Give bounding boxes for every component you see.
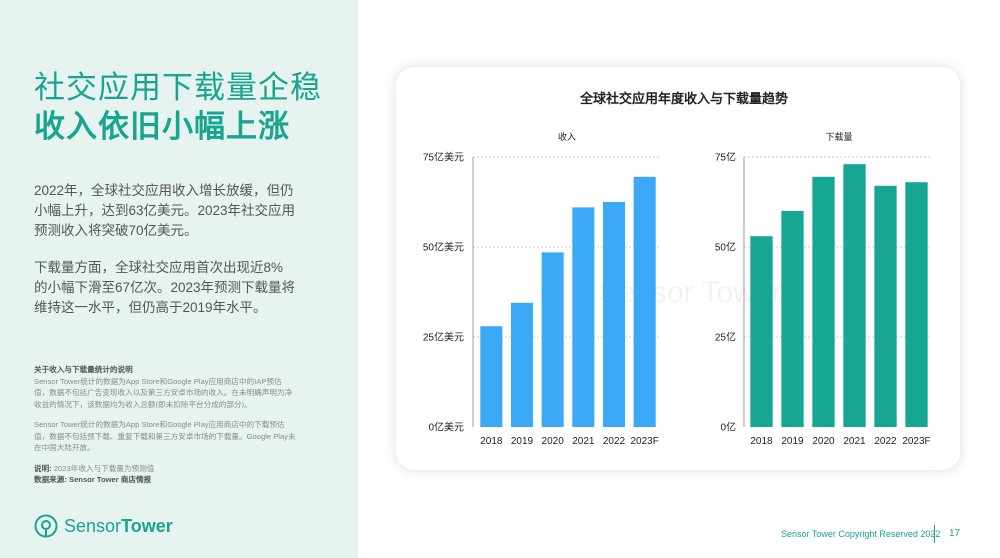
bar xyxy=(480,326,503,427)
y-tick-label: 75亿美元 xyxy=(423,151,464,164)
bar xyxy=(843,164,866,427)
page-title-line1: 社交应用下载量企稳 xyxy=(34,70,322,105)
bar xyxy=(750,236,773,427)
x-tick-label: 2018 xyxy=(750,436,773,447)
footer-copyright: Sensor Tower Copyright Reserved 2022 xyxy=(781,529,941,539)
bar xyxy=(602,202,626,427)
summary-paragraph-revenue: 2022年，全球社交应用收入增长放缓，但仍小幅上升，达到63亿美元。2023年社… xyxy=(34,183,296,238)
x-tick-label: 2019 xyxy=(511,436,534,447)
data-source: 数据来源: Sensor Tower 商店情报 xyxy=(34,475,152,484)
bar xyxy=(633,176,656,427)
left-panel xyxy=(0,0,358,558)
x-tick-label: 2020 xyxy=(542,436,565,447)
y-tick-label: 0亿 xyxy=(720,421,736,434)
x-tick-label: 2023F xyxy=(902,436,930,447)
x-tick-label: 2021 xyxy=(843,436,866,447)
page-number: 17 xyxy=(949,528,961,539)
bar xyxy=(874,185,897,427)
y-tick-label: 25亿美元 xyxy=(423,331,464,344)
bar xyxy=(905,182,928,427)
forecast-note: 说明: 2023年收入与下载量为预测值 xyxy=(34,463,296,475)
logo-wordmark: SensorTower xyxy=(64,515,173,536)
notes-revenue-text: Sensor Tower统计的数据为App Store和Google Play应… xyxy=(34,376,293,409)
x-tick-label: 2019 xyxy=(781,436,804,447)
y-tick-label: 25亿 xyxy=(715,331,736,344)
page-title-line2: 收入依旧小幅上涨 xyxy=(34,109,290,144)
x-tick-label: 2022 xyxy=(603,436,626,447)
y-tick-label: 75亿 xyxy=(715,151,736,164)
notes-title: 关于收入与下载量统计的说明 xyxy=(34,365,133,374)
footer-divider xyxy=(934,525,935,543)
y-tick-label: 0亿美元 xyxy=(428,421,464,434)
sensor-tower-logo-icon xyxy=(34,514,58,538)
bar xyxy=(541,252,564,427)
y-tick-label: 50亿 xyxy=(715,241,736,254)
panel-title: 下载量 xyxy=(825,131,852,142)
panel-title: 收入 xyxy=(558,131,576,142)
forecast-note-label: 说明: xyxy=(34,463,52,473)
x-tick-label: 2021 xyxy=(572,436,595,447)
notes-downloads-text: Sensor Tower统计的数据为App Store和Google Play应… xyxy=(34,420,296,452)
x-tick-label: 2018 xyxy=(480,436,503,447)
sensor-tower-logo: SensorTower xyxy=(34,514,173,538)
chart-title: 全球社交应用年度收入与下载量趋势 xyxy=(580,91,789,106)
x-tick-label: 2023F xyxy=(630,436,658,447)
x-tick-label: 2020 xyxy=(812,436,835,447)
bar xyxy=(781,211,804,427)
bar xyxy=(812,176,835,427)
bar xyxy=(510,302,534,427)
y-tick-label: 50亿美元 xyxy=(423,241,464,254)
x-tick-label: 2022 xyxy=(874,436,897,447)
bar xyxy=(572,207,595,427)
forecast-note-text: 2023年收入与下载量为预测值 xyxy=(51,463,155,473)
methodology-notes: 关于收入与下载量统计的说明 Sensor Tower统计的数据为App Stor… xyxy=(34,364,296,486)
summary-paragraph-downloads: 下载量方面，全球社交应用首次出现近8%的小幅下滑至67亿次。2023年预测下载量… xyxy=(34,260,296,315)
